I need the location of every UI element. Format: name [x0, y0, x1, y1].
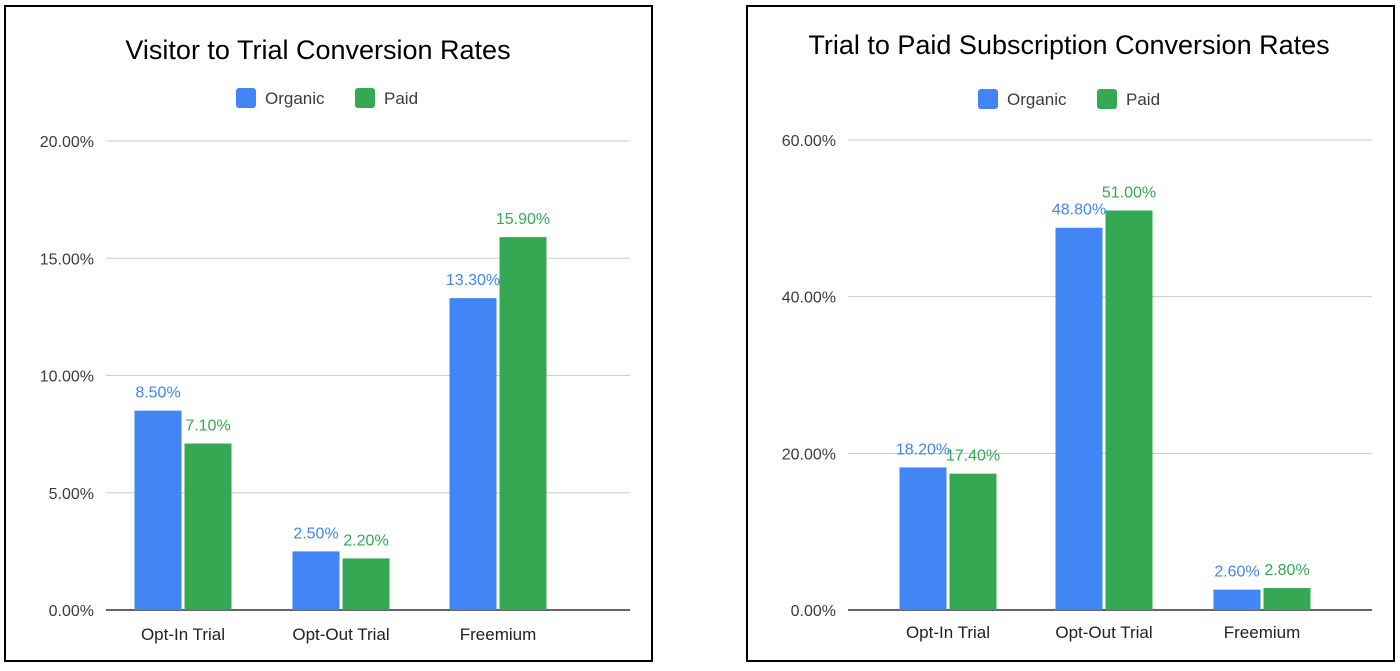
bar-paid-freemium: [499, 237, 547, 610]
chart-title: Visitor to Trial Conversion Rates: [125, 35, 510, 65]
bar-organic-opt-out-trial: [292, 551, 340, 610]
y-tick-label: 15.00%: [40, 251, 94, 268]
chart-title: Trial to Paid Subscription Conversion Ra…: [808, 30, 1329, 60]
data-label: 2.60%: [1214, 564, 1259, 581]
legend-label-organic: Organic: [1007, 90, 1067, 109]
bar-paid-freemium: [1263, 588, 1311, 610]
data-label: 18.20%: [896, 441, 950, 458]
y-tick-label: 20.00%: [40, 134, 94, 151]
legend-swatch-organic: [978, 89, 998, 109]
bar-organic-freemium: [449, 298, 497, 610]
bar-paid-opt-out-trial: [342, 558, 390, 610]
bar-organic-opt-out-trial: [1055, 227, 1103, 610]
data-label: 2.80%: [1264, 562, 1309, 579]
y-tick-label: 0.00%: [49, 603, 94, 620]
x-category-label: Freemium: [460, 625, 537, 644]
y-tick-label: 10.00%: [40, 369, 94, 386]
x-category-label: Opt-Out Trial: [292, 625, 389, 644]
data-label: 2.20%: [343, 532, 388, 549]
legend: Organic Paid: [978, 89, 1160, 109]
bar-paid-opt-out-trial: [1105, 210, 1153, 610]
chart-panel-trial-to-paid: Trial to Paid Subscription Conversion Ra…: [746, 5, 1395, 662]
data-label: 48.80%: [1052, 202, 1106, 219]
x-category-label: Opt-In Trial: [141, 625, 225, 644]
data-label: 51.00%: [1102, 185, 1156, 202]
data-label: 2.50%: [293, 525, 338, 542]
bar-organic-opt-in-trial: [899, 467, 947, 610]
y-tick-label: 40.00%: [782, 290, 836, 307]
data-label: 15.90%: [496, 211, 550, 228]
legend-label-paid: Paid: [1126, 90, 1160, 109]
y-tick-label: 0.00%: [791, 603, 836, 620]
x-category-label: Freemium: [1224, 623, 1301, 642]
y-tick-label: 20.00%: [782, 446, 836, 463]
data-label: 17.40%: [946, 448, 1000, 465]
legend-label-paid: Paid: [384, 89, 418, 108]
legend: Organic Paid: [236, 88, 418, 108]
chart-visitor-to-trial: Visitor to Trial Conversion Rates Organi…: [40, 35, 630, 644]
chart-trial-to-paid: Trial to Paid Subscription Conversion Ra…: [782, 30, 1372, 642]
y-tick-label: 60.00%: [782, 133, 836, 150]
x-category-label: Opt-Out Trial: [1055, 623, 1152, 642]
data-label: 7.10%: [185, 418, 230, 435]
legend-label-organic: Organic: [265, 89, 325, 108]
legend-swatch-paid: [355, 88, 375, 108]
legend-swatch-paid: [1097, 89, 1117, 109]
data-label: 13.30%: [446, 272, 500, 289]
x-category-label: Opt-In Trial: [906, 623, 990, 642]
legend-swatch-organic: [236, 88, 256, 108]
y-tick-label: 5.00%: [49, 486, 94, 503]
chart-panel-visitor-to-trial: Visitor to Trial Conversion Rates Organi…: [4, 5, 653, 662]
bar-paid-opt-in-trial: [184, 443, 232, 610]
bar-organic-freemium: [1213, 589, 1261, 610]
data-label: 8.50%: [135, 385, 180, 402]
bar-organic-opt-in-trial: [134, 410, 182, 610]
bar-paid-opt-in-trial: [949, 473, 997, 610]
